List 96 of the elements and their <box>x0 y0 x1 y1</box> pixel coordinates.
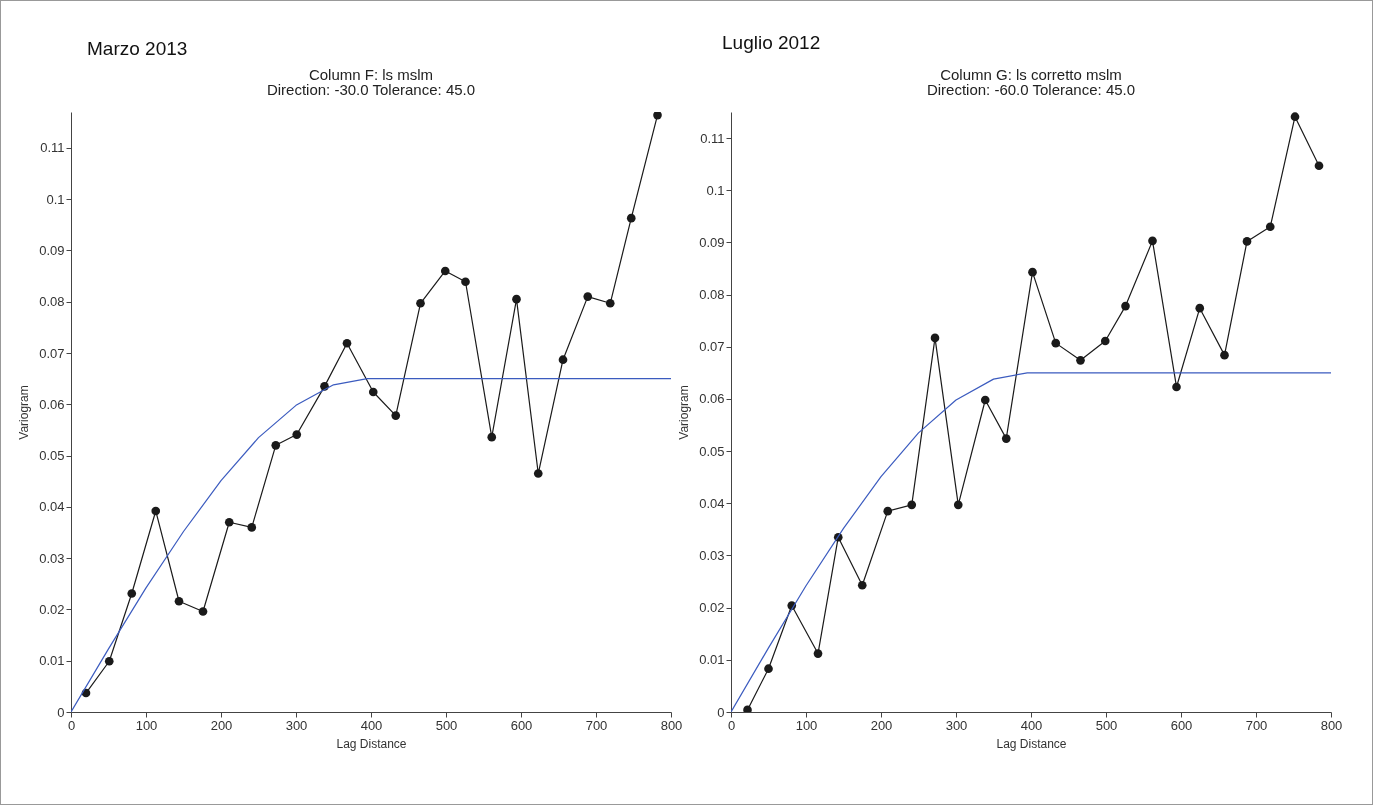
y-tick-label: 0.09 <box>699 234 725 250</box>
x-tick-label: 700 <box>1245 717 1268 733</box>
point <box>416 298 425 308</box>
point <box>626 213 636 223</box>
point <box>1051 338 1061 348</box>
y-tick-label: 0.05 <box>699 443 725 459</box>
y-tick-label: 0.09 <box>39 242 65 258</box>
y-tick-label: 0.04 <box>39 499 65 515</box>
x-tick-label: 800 <box>660 717 683 733</box>
point <box>1195 303 1205 313</box>
y-tick-label: 0.08 <box>39 294 65 310</box>
point <box>907 500 917 510</box>
chart-subtitle: Column F: ls mslm Direction: -30.0 Tolerance: 45.0 <box>266 66 476 98</box>
y-tick-label: 0.03 <box>699 547 725 563</box>
point <box>151 506 161 516</box>
x-axis-title: Lag Distance <box>996 736 1067 751</box>
point <box>953 500 963 510</box>
x-tick-label: 400 <box>360 717 383 733</box>
point <box>813 649 823 658</box>
point <box>883 506 893 516</box>
x-tick-label: 0 <box>727 717 736 733</box>
x-tick-label: 600 <box>510 717 533 733</box>
y-tick-label: 0.06 <box>39 396 65 412</box>
x-tick-label: 300 <box>945 717 968 733</box>
point <box>512 294 521 304</box>
x-tick-label: 0 <box>67 717 76 733</box>
point <box>368 387 378 397</box>
y-tick-label: 0.02 <box>39 601 65 617</box>
x-tick-label: 700 <box>585 717 608 733</box>
point <box>104 656 114 666</box>
y-axis-title: Variogram <box>17 385 32 440</box>
point <box>558 355 568 365</box>
point <box>764 664 773 674</box>
point <box>247 523 257 532</box>
y-tick-label: 0.06 <box>699 391 725 407</box>
chart-subtitle: Column G: ls corretto mslm Direction: -60.0 Tolerance: 45.0 <box>926 66 1136 98</box>
point <box>1028 267 1037 277</box>
point <box>1265 222 1275 232</box>
y-axis-title: Variogram <box>677 385 692 440</box>
y-tick-label: 0.1 <box>46 191 65 207</box>
point <box>1242 237 1252 246</box>
x-tick-label: 600 <box>1170 717 1193 733</box>
y-tick-label: 0.05 <box>39 448 65 464</box>
y-tick-label: 0.03 <box>39 550 65 566</box>
y-tick-label: 0.04 <box>699 495 725 511</box>
point <box>1148 236 1157 246</box>
point <box>583 292 593 301</box>
point <box>1314 161 1324 171</box>
y-tick-label: 0 <box>717 704 725 720</box>
x-tick-label: 100 <box>795 717 818 733</box>
point <box>1220 350 1229 360</box>
point <box>487 432 497 442</box>
point <box>461 277 470 287</box>
x-tick-label: 300 <box>285 717 308 733</box>
x-tick-label: 500 <box>1095 717 1118 733</box>
point <box>605 298 615 308</box>
point <box>1121 301 1130 311</box>
y-tick-label: 0 <box>57 704 65 720</box>
point <box>980 395 990 405</box>
point <box>653 112 662 120</box>
y-tick-label: 0.01 <box>39 653 65 669</box>
point <box>271 441 281 450</box>
x-tick-label: 100 <box>135 717 158 733</box>
point <box>440 266 450 276</box>
y-tick-label: 0.11 <box>700 130 725 146</box>
point <box>391 411 401 420</box>
y-tick-label: 0.07 <box>39 345 65 361</box>
x-tick-label: 200 <box>870 717 893 733</box>
point <box>127 589 137 598</box>
point <box>857 580 867 590</box>
point <box>1172 382 1181 392</box>
point <box>174 596 184 606</box>
point <box>930 333 940 343</box>
y-tick-label: 0.07 <box>699 339 725 355</box>
point <box>1001 434 1011 443</box>
point <box>224 517 234 527</box>
point <box>342 338 352 348</box>
chart-title: Luglio 2012 <box>722 32 821 54</box>
point <box>533 469 543 478</box>
point <box>198 607 208 616</box>
x-tick-label: 200 <box>210 717 233 733</box>
chart-title: Marzo 2013 <box>87 38 188 60</box>
x-tick-label: 400 <box>1020 717 1043 733</box>
point <box>1100 336 1110 346</box>
point <box>292 430 302 439</box>
point <box>743 705 752 712</box>
y-tick-label: 0.11 <box>40 140 65 156</box>
y-tick-label: 0.08 <box>699 287 725 303</box>
y-tick-label: 0.1 <box>706 182 725 198</box>
point <box>1076 356 1085 365</box>
x-axis-title: Lag Distance <box>336 736 407 751</box>
point <box>1290 112 1300 122</box>
x-tick-label: 500 <box>435 717 458 733</box>
y-tick-label: 0.02 <box>699 600 725 616</box>
x-tick-label: 800 <box>1320 717 1343 733</box>
y-tick-label: 0.01 <box>699 652 725 668</box>
